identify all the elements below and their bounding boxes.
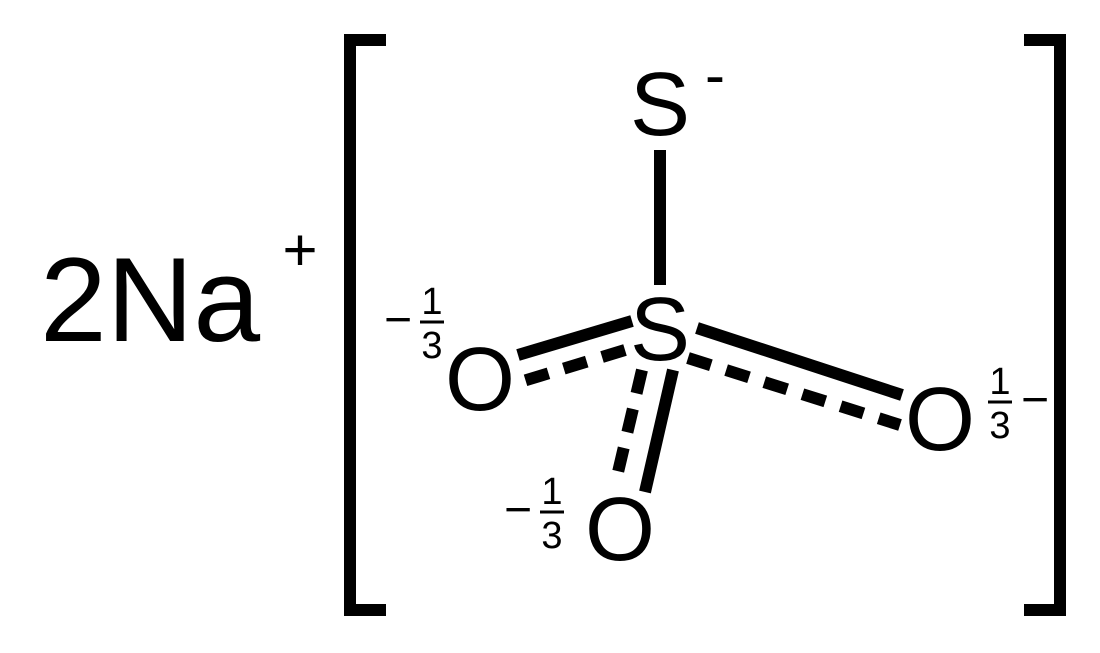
atom-O_left: O — [445, 330, 515, 430]
atom-S_center: S — [630, 280, 690, 380]
atom-O_right: O — [905, 370, 975, 470]
bond-3 — [697, 328, 902, 395]
left-bracket — [350, 40, 380, 610]
charge-2-sign: − — [1021, 374, 1049, 427]
charge-1-denominator: 3 — [541, 515, 562, 557]
bond-4 — [688, 358, 900, 425]
charge-0-numerator: 1 — [421, 281, 442, 323]
charge-2-denominator: 3 — [989, 405, 1010, 447]
atom-S_top-charge: - — [705, 42, 725, 109]
atom-S_top: S — [630, 55, 690, 155]
cation-label: 2Na — [40, 233, 260, 367]
cation-charge: + — [282, 217, 317, 284]
charge-1-sign: − — [504, 484, 532, 537]
atom-O_bottom: O — [585, 480, 655, 580]
charge-0-denominator: 3 — [421, 325, 442, 367]
chemical-structure-diagram: 2Na+SS-OOO−13−13−13 — [0, 0, 1100, 653]
right-bracket — [1030, 40, 1060, 610]
charge-2-numerator: 1 — [989, 361, 1010, 403]
charge-0-sign: − — [384, 294, 412, 347]
charge-1-numerator: 1 — [541, 471, 562, 513]
bond-5 — [645, 370, 673, 492]
bond-6 — [615, 370, 642, 485]
